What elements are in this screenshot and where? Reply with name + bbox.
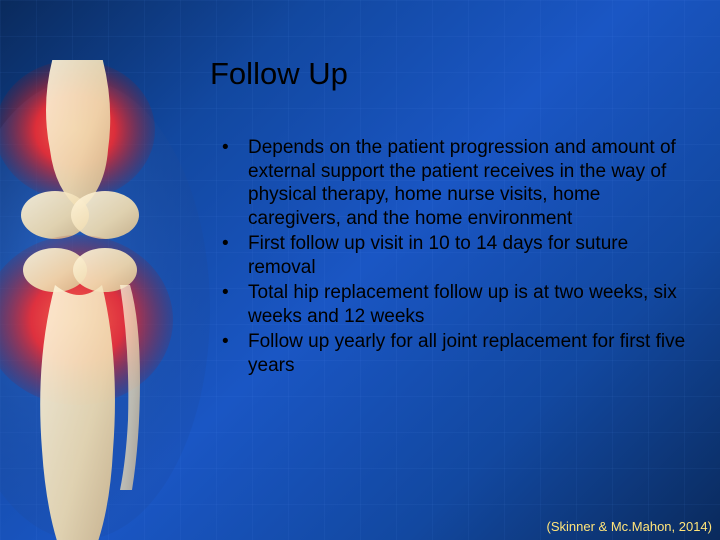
bullet-list: Depends on the patient progression and a… — [200, 136, 696, 377]
knee-joint-illustration — [0, 60, 220, 540]
list-item: Follow up yearly for all joint replaceme… — [222, 330, 696, 377]
slide-content: Follow Up Depends on the patient progres… — [200, 56, 696, 379]
list-item: Depends on the patient progression and a… — [222, 136, 696, 230]
list-item: Total hip replacement follow up is at tw… — [222, 281, 696, 328]
citation: (Skinner & Mc.Mahon, 2014) — [547, 519, 712, 534]
list-item: First follow up visit in 10 to 14 days f… — [222, 232, 696, 279]
slide-title: Follow Up — [200, 56, 696, 92]
